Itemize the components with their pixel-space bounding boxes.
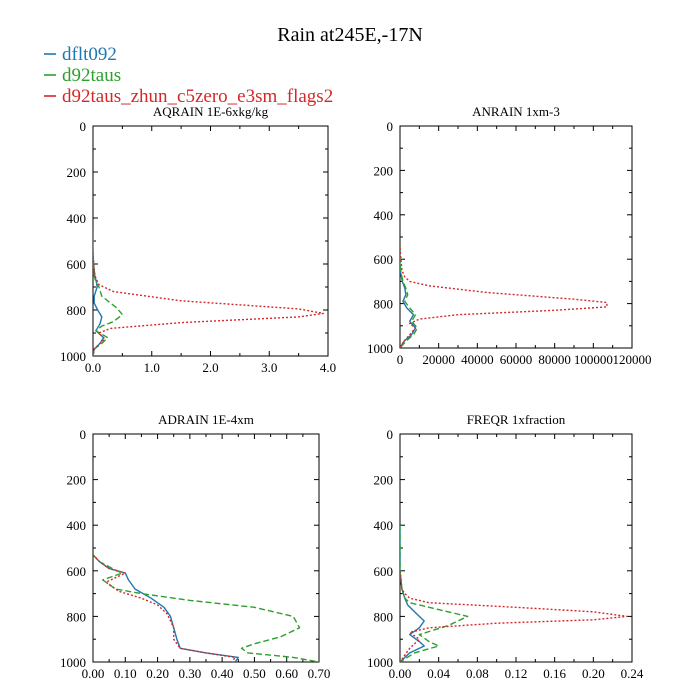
y-tick-label: 200: [67, 165, 87, 180]
x-tick-label: 0.20: [582, 666, 605, 681]
plot-frame: [399, 125, 633, 349]
y-tick-label: 1000: [367, 655, 393, 670]
y-tick-label: 200: [374, 163, 394, 178]
y-tick-label: 600: [374, 564, 394, 579]
legend-label: d92taus: [62, 65, 121, 86]
x-tick-label: 0.00: [389, 666, 412, 681]
y-tick-label: 0: [387, 119, 394, 134]
y-tick-label: 0: [80, 427, 87, 442]
series-line-d92taus: [93, 554, 319, 662]
x-tick-label: 80000: [538, 352, 571, 367]
y-tick-label: 0: [80, 119, 87, 134]
x-tick-label: 120000: [613, 352, 652, 367]
y-tick-label: 600: [67, 564, 87, 579]
x-tick-label: 0.16: [543, 666, 566, 681]
x-tick-label: 0.04: [427, 666, 450, 681]
x-tick-label: 0.10: [114, 666, 137, 681]
y-tick-label: 800: [374, 609, 394, 624]
y-tick-label: 1000: [60, 349, 86, 364]
x-tick-label: 0.50: [243, 666, 266, 681]
y-tick-label: 400: [67, 211, 87, 226]
y-tick-label: 0: [387, 427, 394, 442]
y-tick-label: 200: [67, 473, 87, 488]
x-tick-label: 0: [397, 352, 404, 367]
legend-label: dflt092: [62, 44, 117, 65]
x-tick-label: 0.60: [275, 666, 298, 681]
series-line-dflt092: [93, 554, 240, 662]
y-tick-label: 200: [374, 473, 394, 488]
x-tick-label: 4.0: [320, 360, 336, 375]
x-tick-label: 0.12: [505, 666, 528, 681]
x-tick-label: 0.30: [178, 666, 201, 681]
y-tick-label: 1000: [367, 341, 393, 356]
x-tick-label: 0.70: [308, 666, 331, 681]
legend: dflt092d92tausd92taus_zhun_c5zero_e3sm_f…: [44, 44, 333, 107]
panel-1: AQRAIN 1E-6xkg/kg 0.0 1.0 2.0 3.0 4.0 0 200 400 6…: [60, 104, 336, 375]
y-tick-label: 400: [67, 518, 87, 533]
legend-item: d92taus_zhun_c5zero_e3sm_flags2: [44, 86, 333, 107]
x-tick-label: 3.0: [261, 360, 277, 375]
y-tick-label: 600: [374, 252, 394, 267]
x-tick-label: 0.40: [211, 666, 234, 681]
x-tick-label: 0.20: [146, 666, 169, 681]
x-tick-label: 0.24: [621, 666, 644, 681]
y-tick-label: 600: [67, 257, 87, 272]
y-tick-label: 800: [374, 297, 394, 312]
x-tick-label: 20000: [422, 352, 455, 367]
series-line-d92taus: [400, 525, 469, 662]
series-line-dflt092: [93, 229, 105, 356]
y-tick-label: 1000: [60, 655, 86, 670]
x-tick-label: 100000: [574, 352, 613, 367]
panel-title: ADRAIN 1E-4xm: [158, 412, 254, 427]
x-tick-label: 1.0: [144, 360, 160, 375]
plot-frame: [92, 433, 320, 663]
x-tick-label: 0.0: [85, 360, 101, 375]
series-line-dflt092: [400, 248, 417, 348]
x-tick-label: 40000: [461, 352, 494, 367]
legend-item: d92taus: [44, 65, 121, 86]
series-line-d92taus-zhun-c5zero-e3sm-flags2: [93, 252, 324, 356]
panel-title: AQRAIN 1E-6xkg/kg: [153, 104, 269, 119]
x-tick-label: 2.0: [202, 360, 218, 375]
y-tick-label: 800: [67, 609, 87, 624]
x-tick-label: 60000: [500, 352, 533, 367]
series-line-d92taus-zhun-c5zero-e3sm-flags2: [400, 570, 628, 662]
x-tick-label: 0.08: [466, 666, 489, 681]
series-line-d92taus-zhun-c5zero-e3sm-flags2: [93, 554, 236, 662]
series-line-d92taus-zhun-c5zero-e3sm-flags2: [400, 248, 608, 348]
y-tick-label: 400: [374, 208, 394, 223]
y-tick-label: 400: [374, 518, 394, 533]
legend-item: dflt092: [44, 44, 117, 65]
panel-title: ANRAIN 1xm-3: [472, 104, 560, 119]
legend-label: d92taus_zhun_c5zero_e3sm_flags2: [62, 86, 333, 107]
y-tick-label: 800: [67, 303, 87, 318]
x-tick-label: 0.00: [82, 666, 105, 681]
panel-2: ANRAIN 1xm-30 20000 40000 60000 80000 100000 1…: [367, 104, 652, 367]
panel-title: FREQR 1xfraction: [467, 412, 566, 427]
figure-title: Rain at245E,-17N: [277, 24, 423, 46]
panel-3: ADRAIN 1E-4xm 0.00 0.10 0.20 0.30 0.40 0.50 0.6…: [60, 412, 330, 681]
panel-4: FREQR 1xfraction 0.00 0.04 0.08 0.12 0.16 0.20…: [367, 412, 644, 681]
series-line-d92taus: [400, 248, 419, 348]
panels: AQRAIN 1E-6xkg/kg 0.0 1.0 2.0 3.0 4.0 0 200 400 6…: [60, 104, 652, 681]
